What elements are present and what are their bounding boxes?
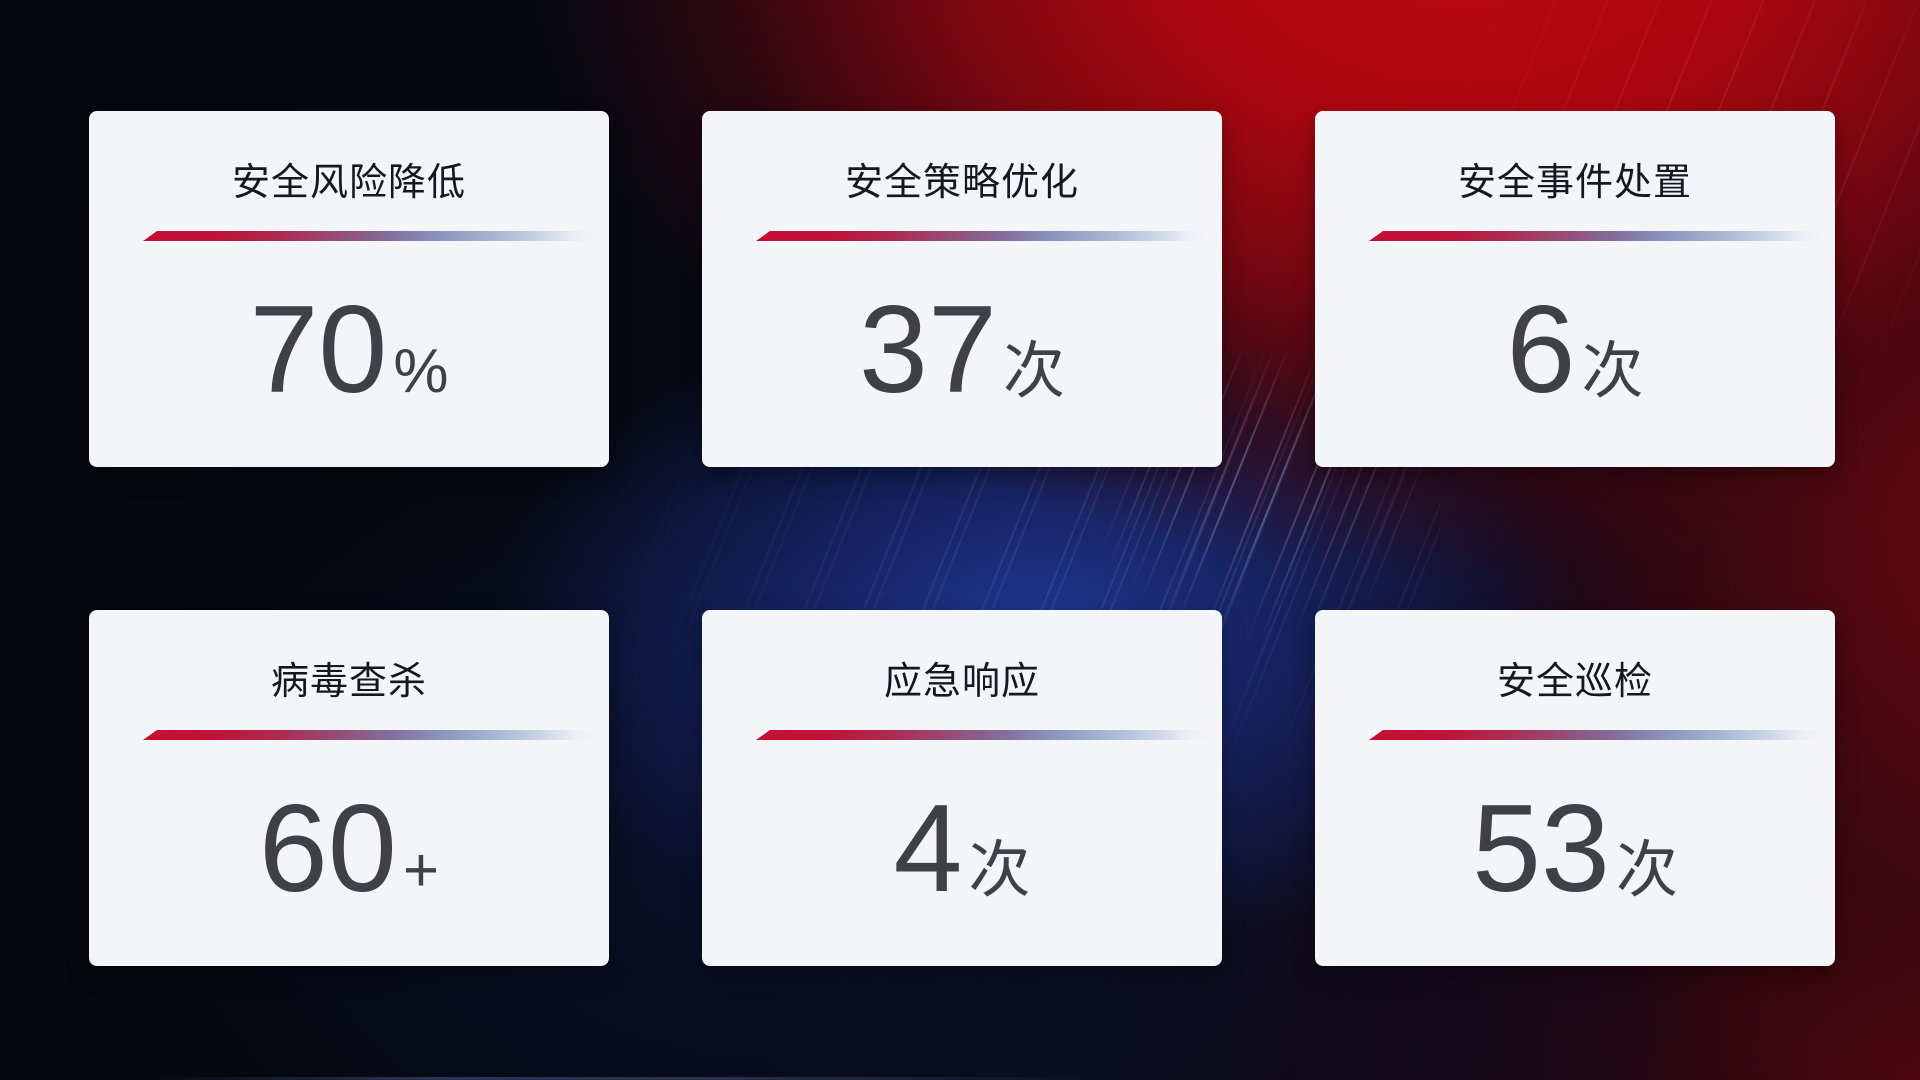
- stat-unit: +: [402, 836, 440, 905]
- card-title: 安全策略优化: [844, 162, 1079, 204]
- stat-value: 6: [1506, 281, 1576, 419]
- divider-line: [143, 231, 598, 241]
- stat-unit: 次: [1002, 337, 1065, 406]
- divider-line: [1369, 730, 1824, 740]
- divider-line: [1369, 231, 1824, 241]
- stat-card-incident-handling: 安全事件处置 6次: [1315, 111, 1835, 467]
- stat-value-row: 60+: [259, 787, 439, 933]
- stat-value: 4: [893, 780, 963, 918]
- card-title: 病毒查杀: [270, 661, 427, 703]
- stat-card-security-inspection: 安全巡检 53次: [1315, 610, 1835, 966]
- divider-line: [756, 231, 1211, 241]
- stat-value-row: 6次: [1507, 288, 1644, 434]
- background-bottom-edge: [150, 1077, 1100, 1080]
- stat-card-emergency-response: 应急响应 4次: [702, 610, 1222, 966]
- stat-card-risk-reduction: 安全风险降低 70%: [89, 111, 609, 467]
- card-title: 安全巡检: [1496, 661, 1653, 703]
- stat-unit: 次: [1615, 836, 1678, 905]
- stat-value: 70: [249, 281, 388, 419]
- stat-unit: %: [393, 337, 449, 406]
- stat-value-row: 53次: [1472, 787, 1678, 933]
- stat-card-virus-scan: 病毒查杀 60+: [89, 610, 609, 966]
- stat-value-row: 70%: [249, 288, 448, 434]
- card-title: 安全事件处置: [1457, 162, 1692, 204]
- divider-line: [143, 730, 598, 740]
- card-title: 安全风险降低: [231, 162, 466, 204]
- stat-value-row: 4次: [894, 787, 1031, 933]
- stat-unit: 次: [968, 836, 1031, 905]
- stat-card-policy-optimization: 安全策略优化 37次: [702, 111, 1222, 467]
- card-title: 应急响应: [883, 661, 1040, 703]
- stat-value-row: 37次: [859, 288, 1065, 434]
- stat-unit: 次: [1581, 337, 1644, 406]
- divider-line: [756, 730, 1211, 740]
- stat-value: 53: [1472, 780, 1610, 918]
- stat-card-grid: 安全风险降低 70% 安全策略优化 37次 安全事件处置 6次 病毒查杀 60+: [89, 111, 1835, 966]
- stat-value: 37: [859, 281, 997, 419]
- stat-value: 60: [258, 780, 397, 918]
